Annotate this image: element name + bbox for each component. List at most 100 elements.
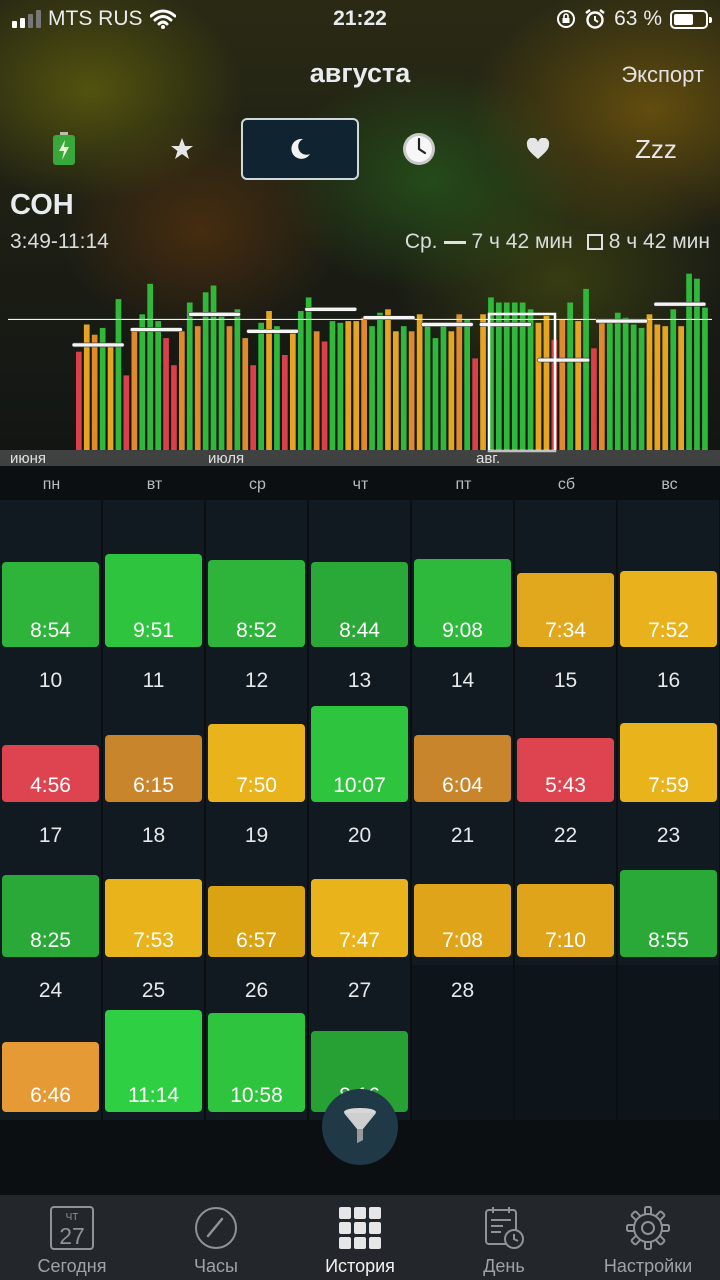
- chart-bar: [313, 331, 320, 450]
- calendar-day-cell[interactable]: 24 6:46: [0, 965, 101, 1120]
- calendar-day-cell[interactable]: 13 10:07: [309, 655, 410, 810]
- chart-bar: [297, 311, 304, 450]
- chart-bar: [147, 283, 153, 450]
- sleep-duration-value: 10:58: [230, 1084, 283, 1107]
- weekly-average-marker: [188, 311, 241, 317]
- chart-bar: [321, 341, 328, 450]
- chart-bar: [393, 331, 399, 450]
- sleep-duration-value: 6:15: [133, 774, 174, 797]
- tab-day[interactable]: День: [432, 1195, 576, 1280]
- selected-week-frame[interactable]: [487, 312, 557, 453]
- today-weekday: ЧТ: [66, 1212, 79, 1223]
- tab-heart[interactable]: [479, 118, 597, 180]
- calendar-day-cell[interactable]: 17 8:25: [0, 810, 101, 965]
- battery-icon: [53, 132, 75, 165]
- filter-button[interactable]: [322, 1089, 398, 1165]
- weekday-label: вс: [661, 476, 678, 493]
- tab-energy[interactable]: [5, 118, 123, 180]
- sleep-duration-bar: 6:46: [2, 1042, 99, 1112]
- tab-zzz[interactable]: Zzz: [635, 133, 677, 164]
- sleep-duration-bar: 7:53: [105, 879, 202, 957]
- calendar-day-cell[interactable]: 16 7:59: [618, 655, 719, 810]
- chart-bar: [416, 314, 423, 450]
- calendar-day-cell[interactable]: 21 7:08: [412, 810, 513, 965]
- calendar-day-cell[interactable]: 28: [412, 965, 513, 1120]
- day-number: 27: [347, 979, 372, 1002]
- calendar-day-cell[interactable]: 9:08: [412, 500, 513, 655]
- chart-bar: [456, 314, 463, 450]
- chart-bar: [694, 278, 700, 450]
- calendar-day-cell[interactable]: 9:51: [103, 500, 204, 655]
- calendar-day-cell[interactable]: 22 7:10: [515, 810, 616, 965]
- tab-settings[interactable]: Настройки: [576, 1195, 720, 1280]
- chart-bar: [99, 327, 106, 450]
- month-label-june: июня: [10, 450, 47, 467]
- chart-bar: [194, 326, 201, 450]
- calendar-day-cell[interactable]: 14 6:04: [412, 655, 513, 810]
- tab-rating[interactable]: [123, 118, 241, 180]
- summary-range: 3:49-11:14: [10, 230, 109, 253]
- calendar-day-cell[interactable]: 15 5:43: [515, 655, 616, 810]
- gauge-icon: [195, 1207, 237, 1249]
- sleep-duration-value: 7:52: [648, 619, 689, 642]
- chart-bar: [559, 319, 566, 450]
- chart-bar: [480, 314, 486, 450]
- sleep-chart[interactable]: [0, 255, 720, 470]
- chart-bar: [210, 285, 217, 450]
- weekday-label: сб: [557, 476, 576, 493]
- calendar-day-cell[interactable]: 26 10:58: [206, 965, 307, 1120]
- chart-bar: [591, 348, 597, 450]
- day-number: 18: [141, 824, 166, 847]
- sleep-duration-value: 7:08: [442, 929, 483, 952]
- calendar-day-cell[interactable]: [618, 965, 719, 1120]
- calendar-day-cell[interactable]: 11 6:15: [103, 655, 204, 810]
- sleep-duration-bar: 8:52: [208, 560, 305, 647]
- calendar-day-cell[interactable]: 20 7:47: [309, 810, 410, 965]
- chart-bar: [179, 331, 185, 450]
- chart-bar: [575, 321, 581, 450]
- calendar-day-cell[interactable]: 7:34: [515, 500, 616, 655]
- chart-bar: [622, 317, 629, 450]
- chart-bar: [305, 297, 312, 450]
- tab-history[interactable]: История: [288, 1195, 432, 1280]
- grid-icon: [339, 1207, 381, 1249]
- chart-bar: [361, 317, 367, 450]
- calendar-day-cell[interactable]: 23 8:55: [618, 810, 719, 965]
- weekly-average-marker: [537, 357, 591, 363]
- calendar-day-cell[interactable]: 10 4:56: [0, 655, 101, 810]
- tab-time[interactable]: [360, 118, 478, 180]
- sleep-duration-value: 8:52: [236, 619, 277, 642]
- sleep-duration-bar: 8:25: [2, 875, 99, 957]
- day-number: 20: [347, 824, 372, 847]
- tab-today[interactable]: ЧТ 27 Сегодня: [0, 1195, 144, 1280]
- sleep-duration-value: 7:10: [545, 929, 586, 952]
- calendar-day-cell[interactable]: [515, 965, 616, 1120]
- calendar-day-cell[interactable]: 19 6:57: [206, 810, 307, 965]
- chart-bar: [186, 302, 193, 450]
- calendar-day-cell[interactable]: 7:52: [618, 500, 719, 655]
- chart-bar: [670, 309, 677, 450]
- calendar-day-cell[interactable]: 12 7:50: [206, 655, 307, 810]
- calendar-day-cell[interactable]: 18 7:53: [103, 810, 204, 965]
- tab-sleep[interactable]: [241, 118, 359, 180]
- tab-clock[interactable]: Часы: [144, 1195, 288, 1280]
- chart-bar: [686, 273, 692, 450]
- calendar-day-cell[interactable]: 8:54: [0, 500, 101, 655]
- chart-bar: [464, 319, 470, 450]
- calendar-day-cell[interactable]: 8:52: [206, 500, 307, 655]
- sleep-duration-bar: 7:59: [620, 723, 717, 802]
- calendar-day-cell[interactable]: 8:44: [309, 500, 410, 655]
- chart-bar: [234, 309, 241, 450]
- sleep-duration-bar: 10:58: [208, 1013, 305, 1112]
- export-button[interactable]: Экспорт: [621, 62, 704, 87]
- day-number: 11: [142, 669, 165, 692]
- weekday-header: пн вт ср чт пт сб вс: [0, 466, 720, 500]
- chart-bar: [424, 326, 431, 450]
- goal-box-icon: [586, 234, 603, 250]
- chart-bar: [496, 302, 502, 450]
- chart-bar: [369, 326, 375, 450]
- sleep-duration-bar: 7:10: [517, 884, 614, 957]
- weekday-label: чт: [352, 476, 369, 493]
- calendar-day-cell[interactable]: 25 11:14: [103, 965, 204, 1120]
- average-value: 7 ч 42 мин: [471, 230, 573, 253]
